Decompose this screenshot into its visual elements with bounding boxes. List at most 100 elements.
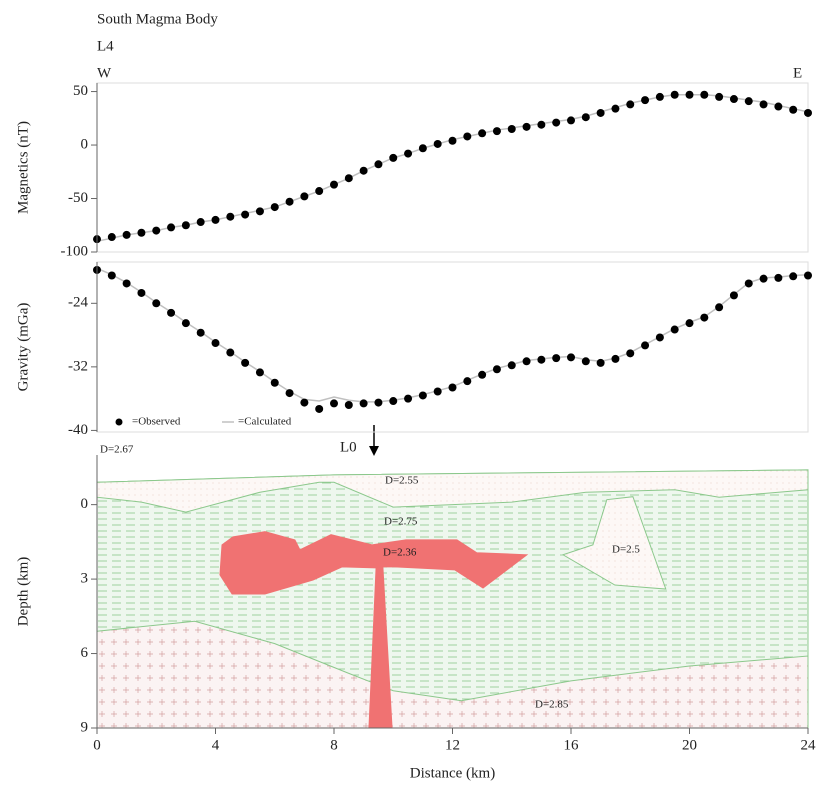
y-axis-label: Gravity (mGa) [15,303,31,392]
observed-point [493,127,501,135]
observed-point [508,361,516,369]
observed-point [715,93,723,101]
body-label: D=2.55 [385,475,419,487]
observed-point [478,371,486,379]
x-tick-label: 24 [801,737,817,753]
observed-point [671,91,679,99]
observed-point [197,218,205,226]
observed-point [789,106,797,114]
observed-point [360,399,368,407]
observed-point [449,384,457,392]
observed-point [523,123,531,131]
observed-point [152,299,160,307]
x-axis-label: Distance (km) [410,765,495,781]
observed-point [152,227,160,235]
observed-point [804,272,812,280]
observed-point [760,275,768,283]
observed-point [300,192,308,200]
x-tick-label: 0 [93,737,101,753]
observed-point [315,405,323,413]
y-tick-label: -24 [68,295,88,311]
observed-point [226,349,234,357]
observed-point [374,160,382,168]
observed-point [345,401,353,409]
observed-point [582,357,590,365]
observed-point [300,399,308,407]
y-tick-label: 0 [81,496,89,512]
annotation: D=2.67 [100,444,134,456]
observed-point [730,291,738,299]
observed-point [567,353,575,361]
annotation: L0 [340,439,357,455]
observed-point [123,279,131,287]
observed-point [404,395,412,403]
observed-point [774,103,782,111]
observed-point [137,289,145,297]
observed-point [686,91,694,99]
observed-point [671,326,679,334]
observed-point [537,121,545,129]
observed-point [641,341,649,349]
x-tick-label: 4 [212,737,220,753]
observed-point [137,229,145,237]
observed-point [508,125,516,133]
y-axis-label: Depth (km) [15,557,31,627]
observed-point [434,387,442,395]
observed-point [389,154,397,162]
observed-point [108,272,116,280]
body-label: D=2.36 [383,547,417,559]
y-tick-label: -40 [68,422,88,438]
observed-point [552,354,560,362]
plot-frame [97,83,808,252]
x-tick-label: 12 [445,737,460,753]
chart-subtitle: L4 [97,38,114,54]
observed-point [315,187,323,195]
observed-point [404,150,412,158]
x-tick-label: 20 [682,737,697,753]
observed-point [537,356,545,364]
y-tick-label: 3 [81,571,89,587]
observed-point [286,198,294,206]
observed-point [700,314,708,322]
observed-point [389,397,397,405]
observed-point [626,100,634,108]
legend-marker [116,419,123,426]
y-tick-label: 9 [81,719,89,735]
observed-point [286,389,294,397]
observed-point [271,379,279,387]
observed-point [212,339,220,347]
observed-point [345,174,353,182]
y-tick-label: -32 [68,358,88,374]
annotation: E [793,65,802,81]
observed-point [330,181,338,189]
observed-point [597,109,605,117]
observed-point [656,93,664,101]
figure: -100 -50 0 50 Magnetics (nT) South Magma Body… [0,0,819,788]
annotation: W [97,65,112,81]
y-tick-label: 0 [81,136,89,152]
body-label: D=2.75 [384,516,418,528]
observed-point [611,355,619,363]
observed-point [700,91,708,99]
y-tick-label: -100 [61,243,89,259]
observed-point [419,144,427,152]
observed-point [804,109,812,117]
calculated-line [97,95,808,242]
y-axis-label: Magnetics (nT) [15,121,31,214]
observed-point [182,319,190,327]
observed-point [760,100,768,108]
observed-point [256,368,264,376]
y-tick-label: 50 [73,83,88,99]
observed-point [686,319,694,327]
y-tick-label: -50 [68,190,88,206]
observed-point [567,116,575,124]
arrow-head [369,446,379,456]
observed-point [434,140,442,148]
observed-point [212,216,220,224]
observed-point [745,97,753,105]
plot-frame [97,262,808,432]
chart-title: South Magma Body [97,11,218,27]
observed-point [641,96,649,104]
legend-label: =Observed [132,416,181,428]
x-tick-label: 16 [564,737,580,753]
